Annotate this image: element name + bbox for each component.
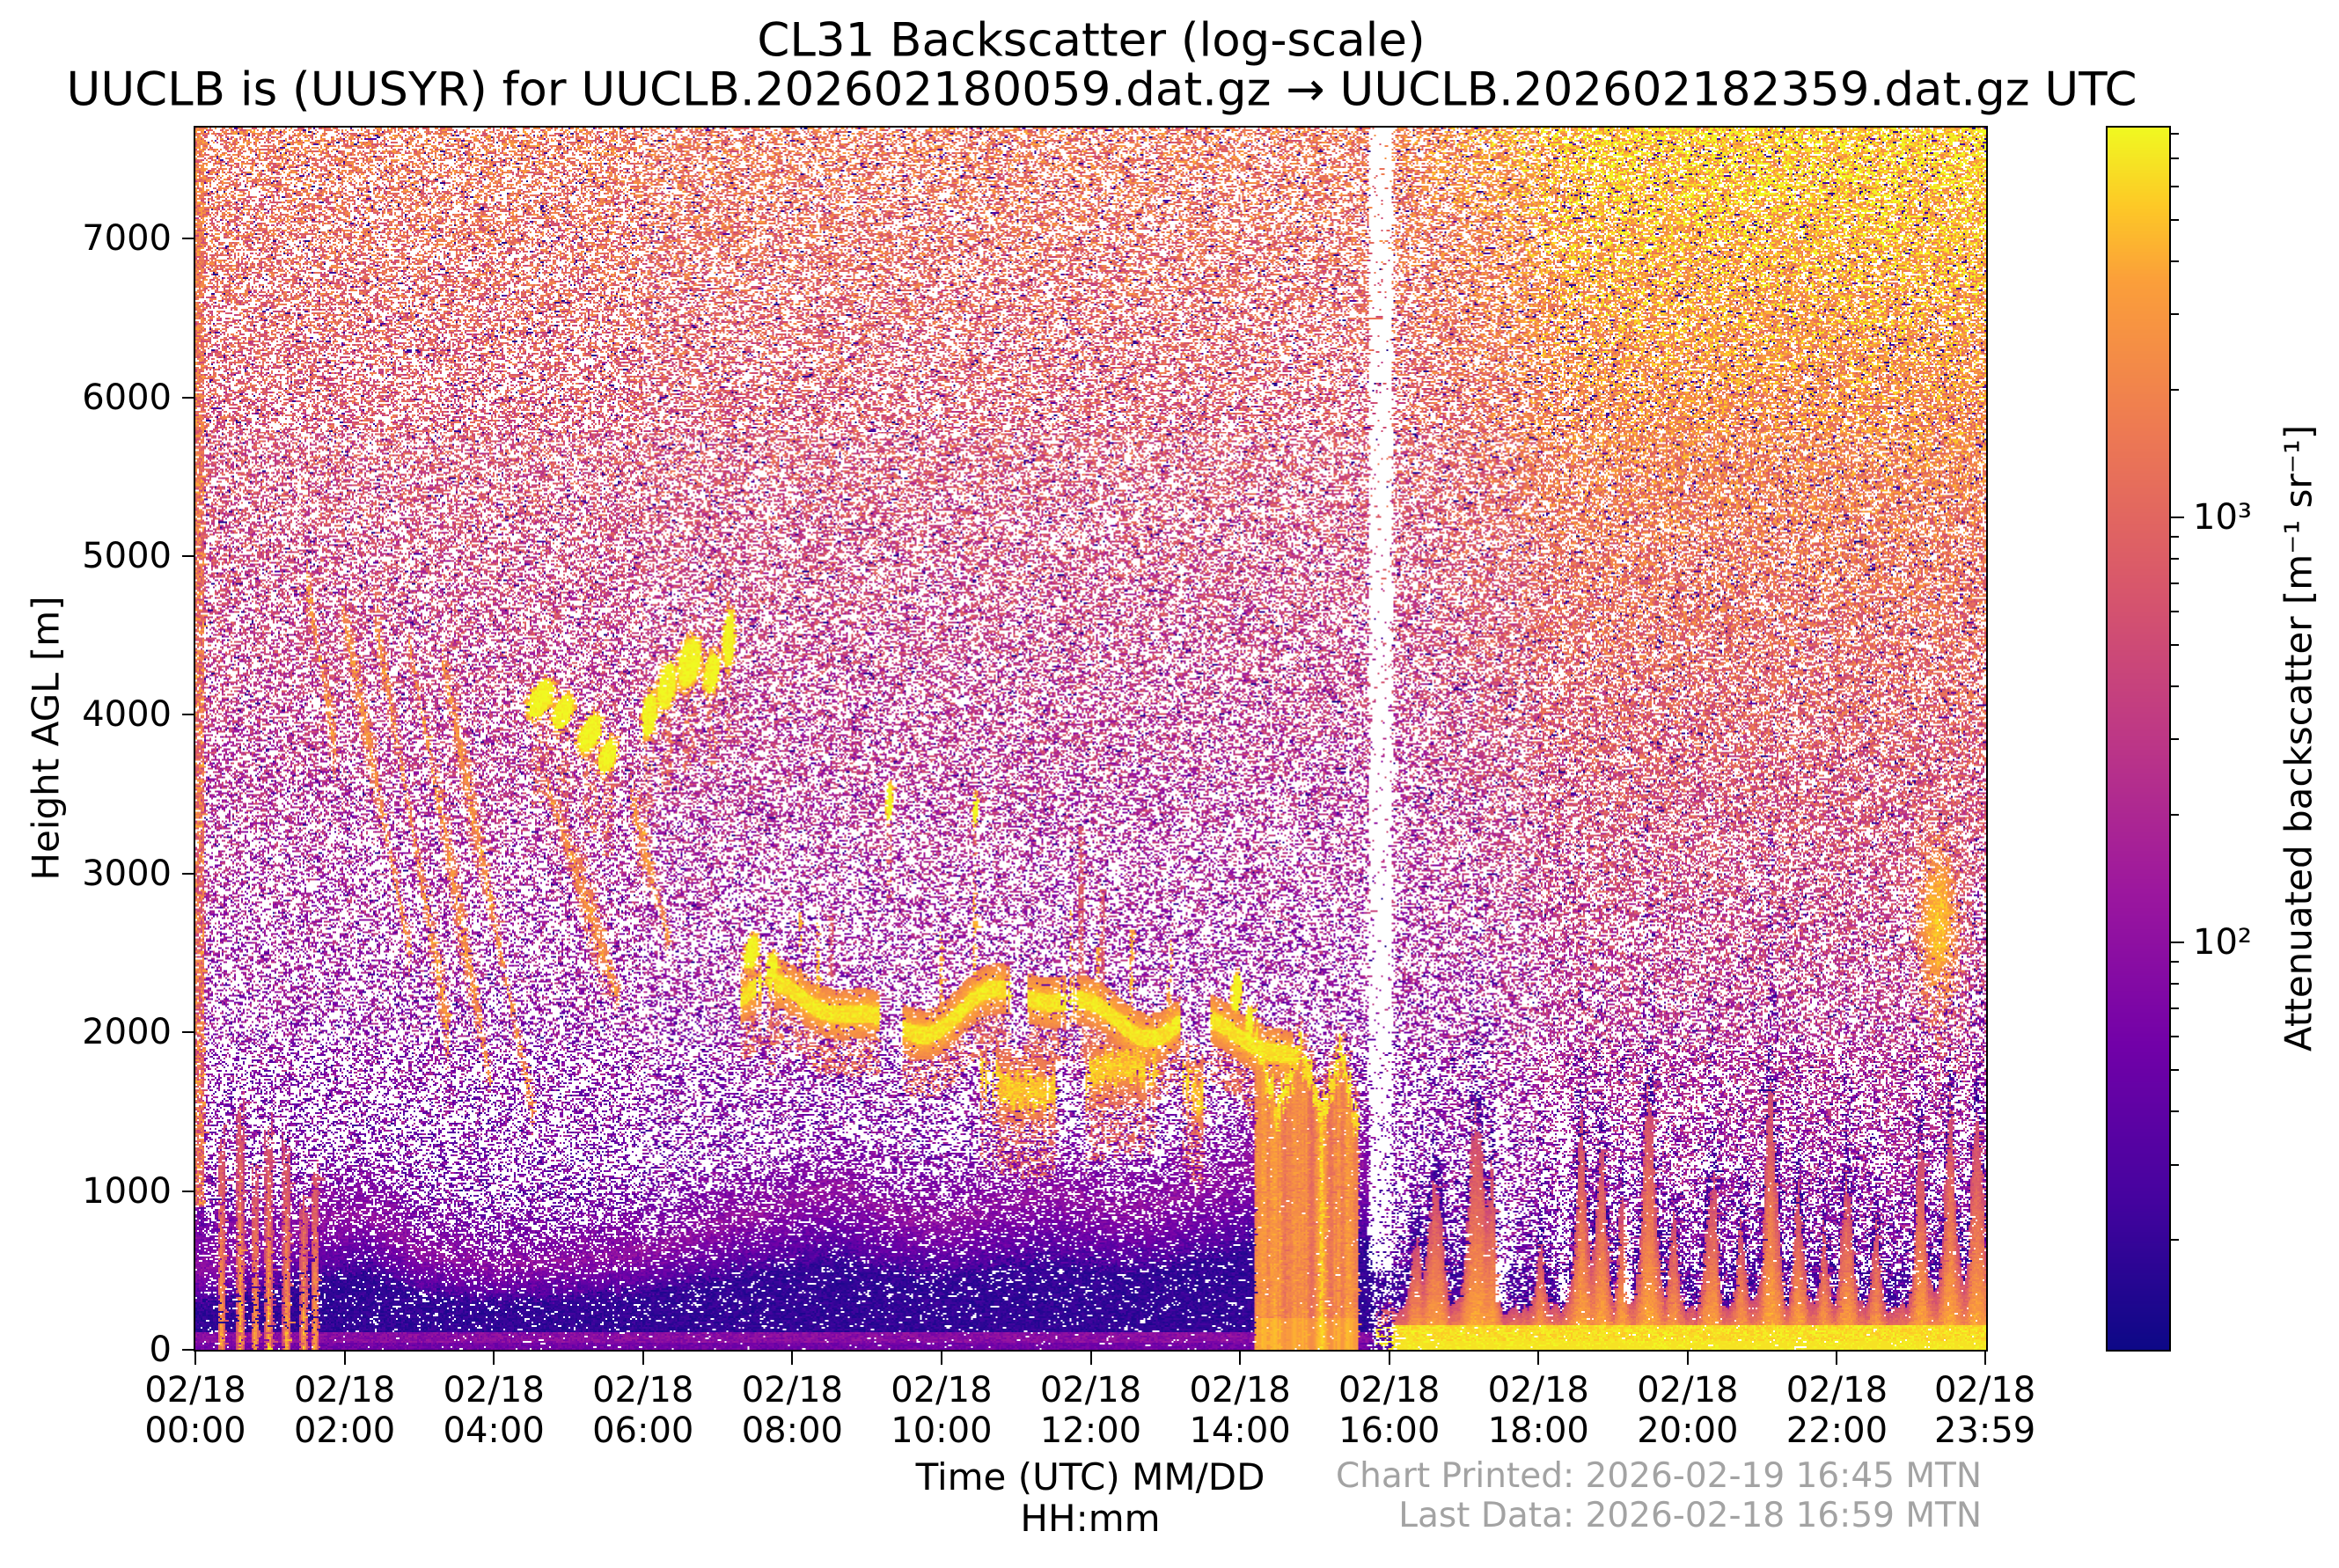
y-tick-label: 2000 <box>82 1012 172 1053</box>
colorbar-tick-label: 10³ <box>2193 496 2252 538</box>
x-tick-label: 02/18 12:00 <box>1039 1370 1142 1451</box>
y-tick-label: 7000 <box>82 218 172 260</box>
footer-last-data: Last Data: 2026-02-18 16:59 MTN <box>1398 1496 1982 1535</box>
plot-area <box>194 126 1988 1352</box>
y-tick-label: 4000 <box>82 694 172 736</box>
colorbar-minor-tick <box>2171 1238 2179 1241</box>
x-tick-label: 02/18 23:59 <box>1933 1370 2036 1451</box>
colorbar-minor-tick <box>2171 1163 2179 1166</box>
backscatter-heatmap <box>195 128 1986 1350</box>
colorbar-minor-tick <box>2171 644 2179 647</box>
y-tick-label: 0 <box>149 1330 172 1370</box>
colorbar-gradient <box>2108 128 2169 1350</box>
x-tick-mark <box>1983 1352 1986 1365</box>
x-tick-mark <box>343 1352 346 1365</box>
colorbar-minor-tick <box>2171 557 2179 560</box>
colorbar-minor-tick <box>2171 219 2179 222</box>
colorbar-minor-tick <box>2171 1007 2179 1009</box>
chart-footer: Chart Printed: 2026-02-19 16:45 MTN Last… <box>1336 1456 1982 1535</box>
x-tick-mark <box>194 1352 196 1365</box>
x-tick-label: 02/18 06:00 <box>592 1370 694 1451</box>
colorbar-minor-tick <box>2171 132 2179 135</box>
x-tick-mark <box>1388 1352 1390 1365</box>
colorbar-minor-tick <box>2171 982 2179 985</box>
y-axis-label: Height AGL [m] <box>24 596 68 881</box>
x-tick-mark <box>1089 1352 1092 1365</box>
x-tick-mark <box>791 1352 794 1365</box>
colorbar-major-tick <box>2171 516 2184 518</box>
colorbar-minor-tick <box>2171 685 2179 688</box>
colorbar-label: Attenuated backscatter [m⁻¹ sr⁻¹] <box>2277 424 2321 1052</box>
y-tick-mark <box>182 872 195 875</box>
x-tick-mark <box>1836 1352 1838 1365</box>
x-tick-label: 02/18 00:00 <box>144 1370 246 1451</box>
y-tick-mark <box>182 1031 195 1034</box>
x-tick-label: 02/18 22:00 <box>1785 1370 1888 1451</box>
x-tick-label: 02/18 16:00 <box>1338 1370 1441 1451</box>
chart-title: CL31 Backscatter (log-scale) <box>757 13 1426 68</box>
x-tick-label: 02/18 18:00 <box>1487 1370 1589 1451</box>
colorbar-minor-tick <box>2171 961 2179 964</box>
chart-subtitle: UUCLB is (UUSYR) for UUCLB.202602180059.… <box>66 62 2137 117</box>
x-tick-label: 02/18 14:00 <box>1189 1370 1291 1451</box>
x-tick-mark <box>493 1352 495 1365</box>
colorbar-minor-tick <box>2171 1036 2179 1038</box>
x-tick-mark <box>642 1352 644 1365</box>
colorbar-minor-tick <box>2171 1069 2179 1072</box>
colorbar-minor-tick <box>2171 536 2179 539</box>
y-tick-mark <box>182 555 195 558</box>
y-tick-label: 5000 <box>82 536 172 577</box>
x-tick-label: 02/18 20:00 <box>1637 1370 1739 1451</box>
colorbar-tick-label: 10² <box>2193 921 2252 963</box>
colorbar-major-tick <box>2171 941 2184 943</box>
x-tick-label: 02/18 08:00 <box>741 1370 843 1451</box>
x-tick-mark <box>1537 1352 1540 1365</box>
colorbar-minor-tick <box>2171 313 2179 316</box>
x-tick-label: 02/18 04:00 <box>443 1370 545 1451</box>
colorbar-minor-tick <box>2171 813 2179 816</box>
colorbar-minor-tick <box>2171 738 2179 741</box>
x-tick-label: 02/18 02:00 <box>293 1370 396 1451</box>
colorbar-minor-tick <box>2171 1110 2179 1113</box>
x-tick-mark <box>1239 1352 1242 1365</box>
colorbar-minor-tick <box>2171 388 2179 391</box>
x-tick-mark <box>940 1352 942 1365</box>
y-tick-mark <box>182 396 195 399</box>
x-axis-label: Time (UTC) MM/DD HH:mm <box>915 1455 1265 1540</box>
x-tick-mark <box>1686 1352 1689 1365</box>
y-tick-label: 1000 <box>82 1170 172 1212</box>
y-tick-mark <box>182 1190 195 1192</box>
y-tick-label: 6000 <box>82 377 172 418</box>
colorbar-minor-tick <box>2171 157 2179 159</box>
colorbar-minor-tick <box>2171 611 2179 613</box>
y-tick-mark <box>182 1349 195 1351</box>
colorbar <box>2106 126 2171 1352</box>
y-tick-mark <box>182 238 195 240</box>
colorbar-minor-tick <box>2171 582 2179 584</box>
colorbar-minor-tick <box>2171 186 2179 188</box>
y-tick-label: 3000 <box>82 853 172 894</box>
colorbar-minor-tick <box>2171 260 2179 263</box>
y-tick-mark <box>182 714 195 716</box>
x-tick-label: 02/18 10:00 <box>891 1370 993 1451</box>
footer-printed: Chart Printed: 2026-02-19 16:45 MTN <box>1335 1456 1982 1496</box>
